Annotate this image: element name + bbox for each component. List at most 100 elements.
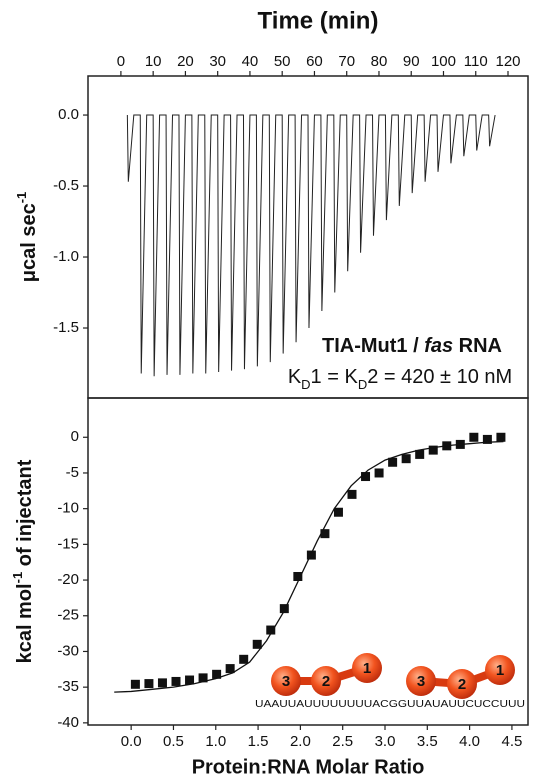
domain-label: 2 <box>322 673 330 690</box>
domain <box>271 666 301 696</box>
data-point <box>171 676 181 686</box>
chart-title: Time (min) <box>258 7 379 34</box>
annotation-part: K <box>288 366 302 388</box>
y-tick-label: -0.5 <box>53 177 79 194</box>
annotation-part: fas <box>424 335 453 357</box>
x-tick-label: 3.5 <box>417 733 438 750</box>
x-tick-label: 10 <box>145 53 162 70</box>
domain <box>406 666 436 696</box>
y-tick-label: -40 <box>57 714 79 731</box>
data-point <box>469 432 479 442</box>
y-tick-label: -20 <box>57 571 79 588</box>
x-tick-label: 0 <box>117 53 125 70</box>
domain-label: 1 <box>496 662 504 679</box>
data-point <box>361 472 371 482</box>
annotation-part: TIA-Mut1 / <box>322 335 424 357</box>
data-point <box>374 468 384 478</box>
data-point <box>266 625 276 635</box>
y-tick-label: -25 <box>57 607 79 624</box>
x-tick-label: 100 <box>431 53 456 70</box>
annotation-part: 1 = K <box>311 366 359 388</box>
x-tick-label: 120 <box>495 53 520 70</box>
x-tick-label: 1.5 <box>248 733 269 750</box>
data-point <box>496 432 506 442</box>
y-tick-label: -5 <box>66 464 79 481</box>
annotation-part: D <box>301 377 310 392</box>
x-tick-label: 0.0 <box>121 733 142 750</box>
data-point <box>293 571 303 581</box>
annotation-part: 2 = 420 ± 10 nM <box>367 366 512 388</box>
x-axis-label: Protein:RNA Molar Ratio <box>192 756 425 778</box>
annotation-part: RNA <box>453 335 502 357</box>
x-tick-label: 80 <box>371 53 388 70</box>
data-point <box>415 449 425 459</box>
y-axis-label-part: -1 <box>14 192 29 204</box>
y-axis-label-part: kcal mol <box>14 583 36 663</box>
x-tick-label: 30 <box>209 53 226 70</box>
y-axis-label-part: of injectant <box>14 459 36 572</box>
x-tick-label: 1.0 <box>205 733 226 750</box>
data-point <box>388 457 398 467</box>
y-tick-label: -10 <box>57 500 79 517</box>
x-tick-label: 3.0 <box>375 733 396 750</box>
data-point <box>198 673 208 683</box>
x-tick-label: 2.0 <box>290 733 311 750</box>
data-point <box>401 454 411 464</box>
x-tick-label: 2.5 <box>332 733 353 750</box>
y-axis-label: μcal sec-1 <box>14 192 40 283</box>
data-point <box>333 507 343 517</box>
data-point <box>482 434 492 444</box>
x-tick-label: 4.5 <box>501 733 522 750</box>
annotation-construct: TIA-Mut1 / fas RNA <box>322 335 502 357</box>
data-point <box>185 675 195 685</box>
data-point <box>252 639 262 649</box>
domain-label: 1 <box>363 660 371 677</box>
y-tick-label: -35 <box>57 678 79 695</box>
x-tick-label: 4.0 <box>459 733 480 750</box>
x-tick-label: 0.5 <box>163 733 184 750</box>
y-axis-label-part: -1 <box>10 572 25 584</box>
data-point <box>144 679 154 689</box>
domain <box>447 669 477 699</box>
y-axis-label: kcal mol-1 of injectant <box>10 459 36 663</box>
data-point <box>428 445 438 455</box>
y-tick-label: 0 <box>71 428 79 445</box>
y-tick-label: -30 <box>57 642 79 659</box>
y-tick-label: -1.0 <box>53 248 79 265</box>
y-tick-label: -15 <box>57 535 79 552</box>
data-point <box>225 664 235 674</box>
x-tick-label: 40 <box>242 53 259 70</box>
x-tick-label: 110 <box>464 53 488 70</box>
x-tick-label: 90 <box>403 53 420 70</box>
x-tick-label: 20 <box>177 53 194 70</box>
domain <box>311 666 341 696</box>
data-point <box>157 678 167 688</box>
data-point <box>130 679 140 689</box>
annotation-kd: KD1 = KD2 = 420 ± 10 nM <box>288 366 512 392</box>
annotation-part: D <box>358 377 367 392</box>
data-point <box>212 669 222 679</box>
rna-sequence: UAAUUAUUUUUUUUACGGUUAUAUUCUCCUUU <box>255 698 525 710</box>
domain-label: 3 <box>282 673 290 690</box>
bottom-frame <box>87 397 529 726</box>
domain <box>485 655 515 685</box>
thermogram-trace <box>126 114 496 377</box>
y-axis-label-part: μcal sec <box>18 203 40 282</box>
data-point <box>320 529 330 539</box>
x-tick-label: 60 <box>306 53 323 70</box>
data-point <box>306 550 316 560</box>
y-tick-label: 0.0 <box>58 106 79 123</box>
data-point <box>279 604 289 614</box>
data-point <box>239 654 249 664</box>
x-tick-label: 70 <box>338 53 355 70</box>
y-tick-label: -1.5 <box>53 319 79 336</box>
protein-diagram: 3 2 1 3 2 1 UAAUUAUUUUUUUUACGGUUAUAUUCUCCUUU <box>255 653 525 710</box>
data-point <box>347 489 357 499</box>
domain-label: 2 <box>458 676 466 693</box>
domain-label: 3 <box>417 673 425 690</box>
x-tick-label: 50 <box>274 53 291 70</box>
domain <box>352 653 382 683</box>
fit-line <box>114 440 504 693</box>
